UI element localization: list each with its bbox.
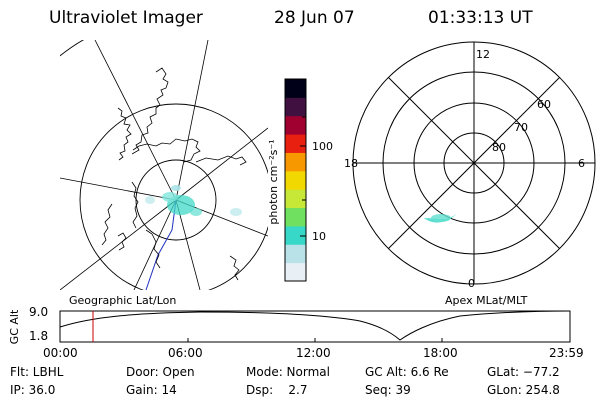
timeline-ylabel: GC Alt bbox=[8, 309, 21, 345]
colorbar-swatch bbox=[285, 115, 306, 135]
coastline bbox=[101, 67, 247, 281]
colorbar-swatch bbox=[285, 152, 306, 172]
info-glat: GLat: −77.2 bbox=[487, 365, 560, 379]
colorbar-swatch bbox=[285, 189, 306, 209]
mlat-label-80: 80 bbox=[492, 141, 506, 154]
geographic-map bbox=[60, 40, 268, 290]
aurora-emission bbox=[171, 185, 181, 191]
timeline-xtick: 00:00 bbox=[43, 346, 78, 360]
instrument-title: Ultraviolet Imager bbox=[49, 8, 203, 28]
polar-plot bbox=[352, 41, 596, 285]
aurora-emission bbox=[145, 196, 155, 204]
colorbar-swatch bbox=[285, 262, 306, 282]
timeline-ytick: 1.8 bbox=[29, 329, 49, 343]
mlat-label-60: 60 bbox=[537, 98, 551, 111]
colorbar-swatch bbox=[285, 244, 306, 264]
aurora-emission bbox=[162, 192, 178, 202]
info-seq: Seq: 39 bbox=[365, 383, 411, 397]
track-line bbox=[145, 199, 177, 290]
lat-circle-inner bbox=[135, 159, 217, 241]
colorbar-swatch bbox=[285, 97, 306, 117]
geographic-label: Geographic Lat/Lon bbox=[69, 294, 177, 307]
mlt-label-0: 0 bbox=[468, 277, 475, 290]
timeline-xtick: 23:59 bbox=[549, 346, 584, 360]
info-glon: GLon: 254.8 bbox=[487, 383, 560, 397]
info-mode: Mode: Normal bbox=[246, 365, 330, 379]
mlat-label-70: 70 bbox=[514, 121, 528, 134]
info-gc-alt: GC Alt: 6.6 Re bbox=[365, 365, 449, 379]
aurora-emission bbox=[190, 208, 202, 216]
info-gain: Gain: 14 bbox=[126, 383, 177, 397]
colorbar-swatch bbox=[285, 207, 306, 227]
mlt-line-diagonal bbox=[387, 76, 561, 250]
timeline-xtick: 06:00 bbox=[168, 346, 203, 360]
colorbar-swatch bbox=[285, 170, 306, 190]
meridian-line bbox=[175, 127, 268, 201]
colorbar bbox=[284, 78, 307, 282]
colorbar-swatch bbox=[285, 134, 306, 153]
colorbar-units-label: photon cm⁻²s⁻¹ bbox=[267, 139, 280, 225]
meridian-line bbox=[60, 199, 177, 290]
meridian-line bbox=[175, 199, 201, 290]
lat-circle-mid bbox=[79, 103, 268, 290]
timeline-plot bbox=[59, 310, 571, 343]
mlt-label-12: 12 bbox=[476, 48, 490, 61]
apex-label: Apex MLat/MLT bbox=[445, 294, 528, 307]
meridian-line bbox=[175, 40, 209, 201]
colorbar-frame bbox=[284, 78, 307, 282]
mlt-label-18: 18 bbox=[344, 157, 358, 170]
altitude-curve bbox=[59, 310, 571, 341]
colorbar-tick-label: 10 bbox=[312, 230, 326, 243]
info-door: Door: Open bbox=[126, 365, 195, 379]
colorbar-tick-label: 100 bbox=[312, 140, 333, 153]
info-dsp: Dsp: 2.7 bbox=[246, 383, 308, 397]
meridian-line bbox=[94, 40, 177, 201]
date-label: 28 Jun 07 bbox=[274, 8, 355, 28]
time-label: 01:33:13 UT bbox=[428, 8, 533, 28]
meridian-line bbox=[60, 177, 177, 201]
timeline-ytick: 9.0 bbox=[29, 305, 49, 319]
colorbar-swatch bbox=[285, 225, 306, 245]
info-filter: Flt: LBHL bbox=[10, 365, 64, 379]
info-ip: IP: 36.0 bbox=[10, 383, 56, 397]
aurora-emission bbox=[230, 208, 242, 216]
timeline-xtick: 18:00 bbox=[423, 346, 458, 360]
aurora-emission bbox=[431, 214, 451, 222]
aurora-emission bbox=[424, 214, 456, 223]
timeline-xtick: 12:00 bbox=[296, 346, 331, 360]
colorbar-swatch bbox=[285, 79, 306, 98]
mlt-label-6: 6 bbox=[578, 157, 585, 170]
